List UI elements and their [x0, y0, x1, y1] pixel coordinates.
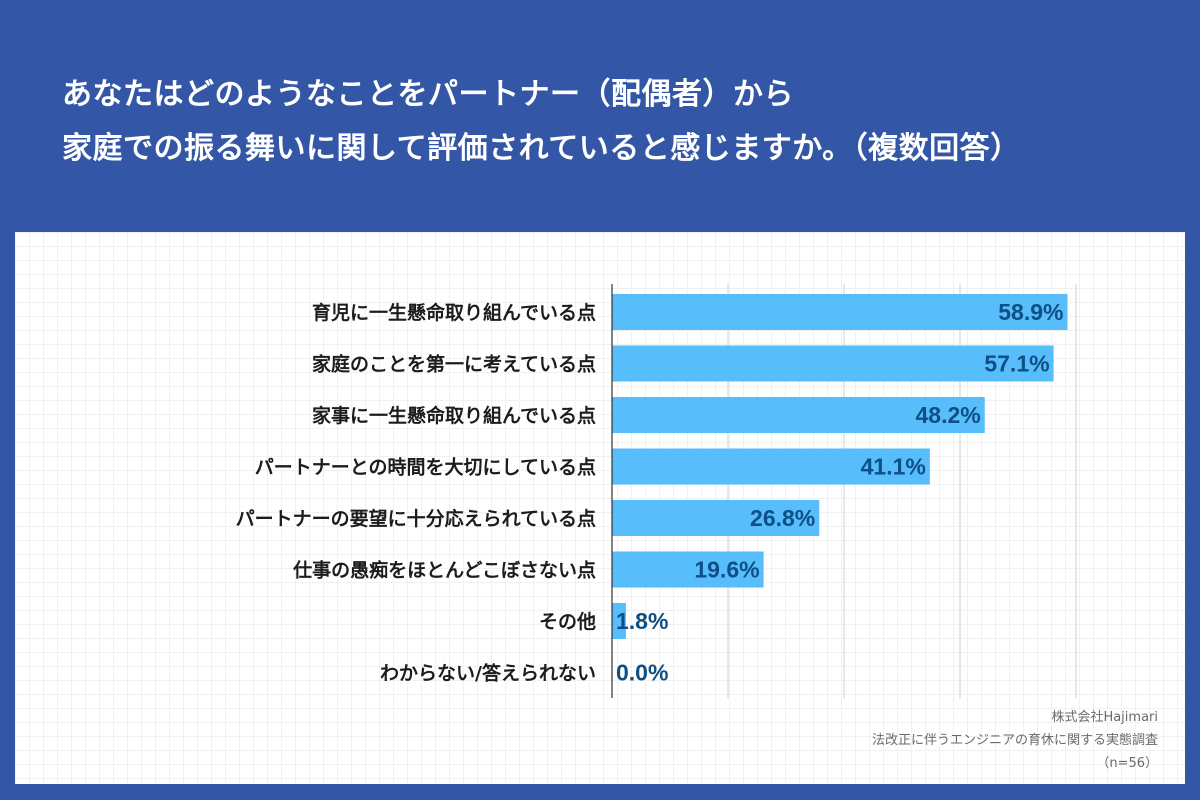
bar: [612, 500, 820, 536]
value-label: 58.9%: [998, 299, 1063, 325]
source-sample-size: （n=56）: [1096, 756, 1158, 771]
chart-panel: 育児に一生懸命取り組んでいる点 58.9% 家庭のことを第一に考えている点 57.1%…: [15, 232, 1185, 784]
chart-title: あなたはどのようなことをパートナー（配偶者）から 家庭での振る舞いに関して評価さ…: [62, 68, 1172, 176]
value-label: 19.6%: [694, 557, 759, 583]
bar: [612, 397, 985, 433]
category-label: わからない/答えられない: [380, 662, 596, 685]
category-label: パートナーとの時間を大切にしている点: [255, 456, 596, 479]
bar: [612, 603, 626, 639]
category-label: 家事に一生懸命取り組んでいる点: [312, 404, 596, 427]
category-label: 育児に一生懸命取り組んでいる点: [312, 301, 596, 324]
value-label: 41.1%: [861, 454, 926, 480]
source-note: 株式会社Hajimari 法改正に伴うエンジニアの育休に関する実態調査 （n=5…: [872, 706, 1158, 775]
value-label: 48.2%: [916, 402, 981, 428]
value-label: 1.8%: [616, 608, 668, 634]
value-label: 57.1%: [984, 351, 1049, 377]
category-label: 家庭のことを第一に考えている点: [312, 353, 596, 376]
source-survey: 法改正に伴うエンジニアの育休に関する実態調査: [871, 733, 1158, 748]
value-label: 26.8%: [750, 505, 815, 531]
category-label: 仕事の愚痴をほとんどこぼさない点: [292, 559, 596, 582]
title-line-1: あなたはどのようなことをパートナー（配偶者）から: [62, 77, 794, 112]
bar: [612, 551, 764, 588]
bar-chart: 育児に一生懸命取り組んでいる点 58.9% 家庭のことを第一に考えている点 57.1%…: [236, 284, 1077, 698]
title-line-2: 家庭での振る舞いに関して評価されていると感じますか。（複数回答）: [62, 131, 1021, 166]
category-label: その他: [539, 610, 596, 633]
bar: [612, 294, 1068, 330]
category-label: パートナーの要望に十分応えられている点: [236, 507, 596, 530]
value-label: 0.0%: [616, 660, 668, 686]
bar: [612, 345, 1054, 382]
bar: [612, 448, 930, 485]
source-company: 株式会社Hajimari: [1051, 710, 1158, 725]
